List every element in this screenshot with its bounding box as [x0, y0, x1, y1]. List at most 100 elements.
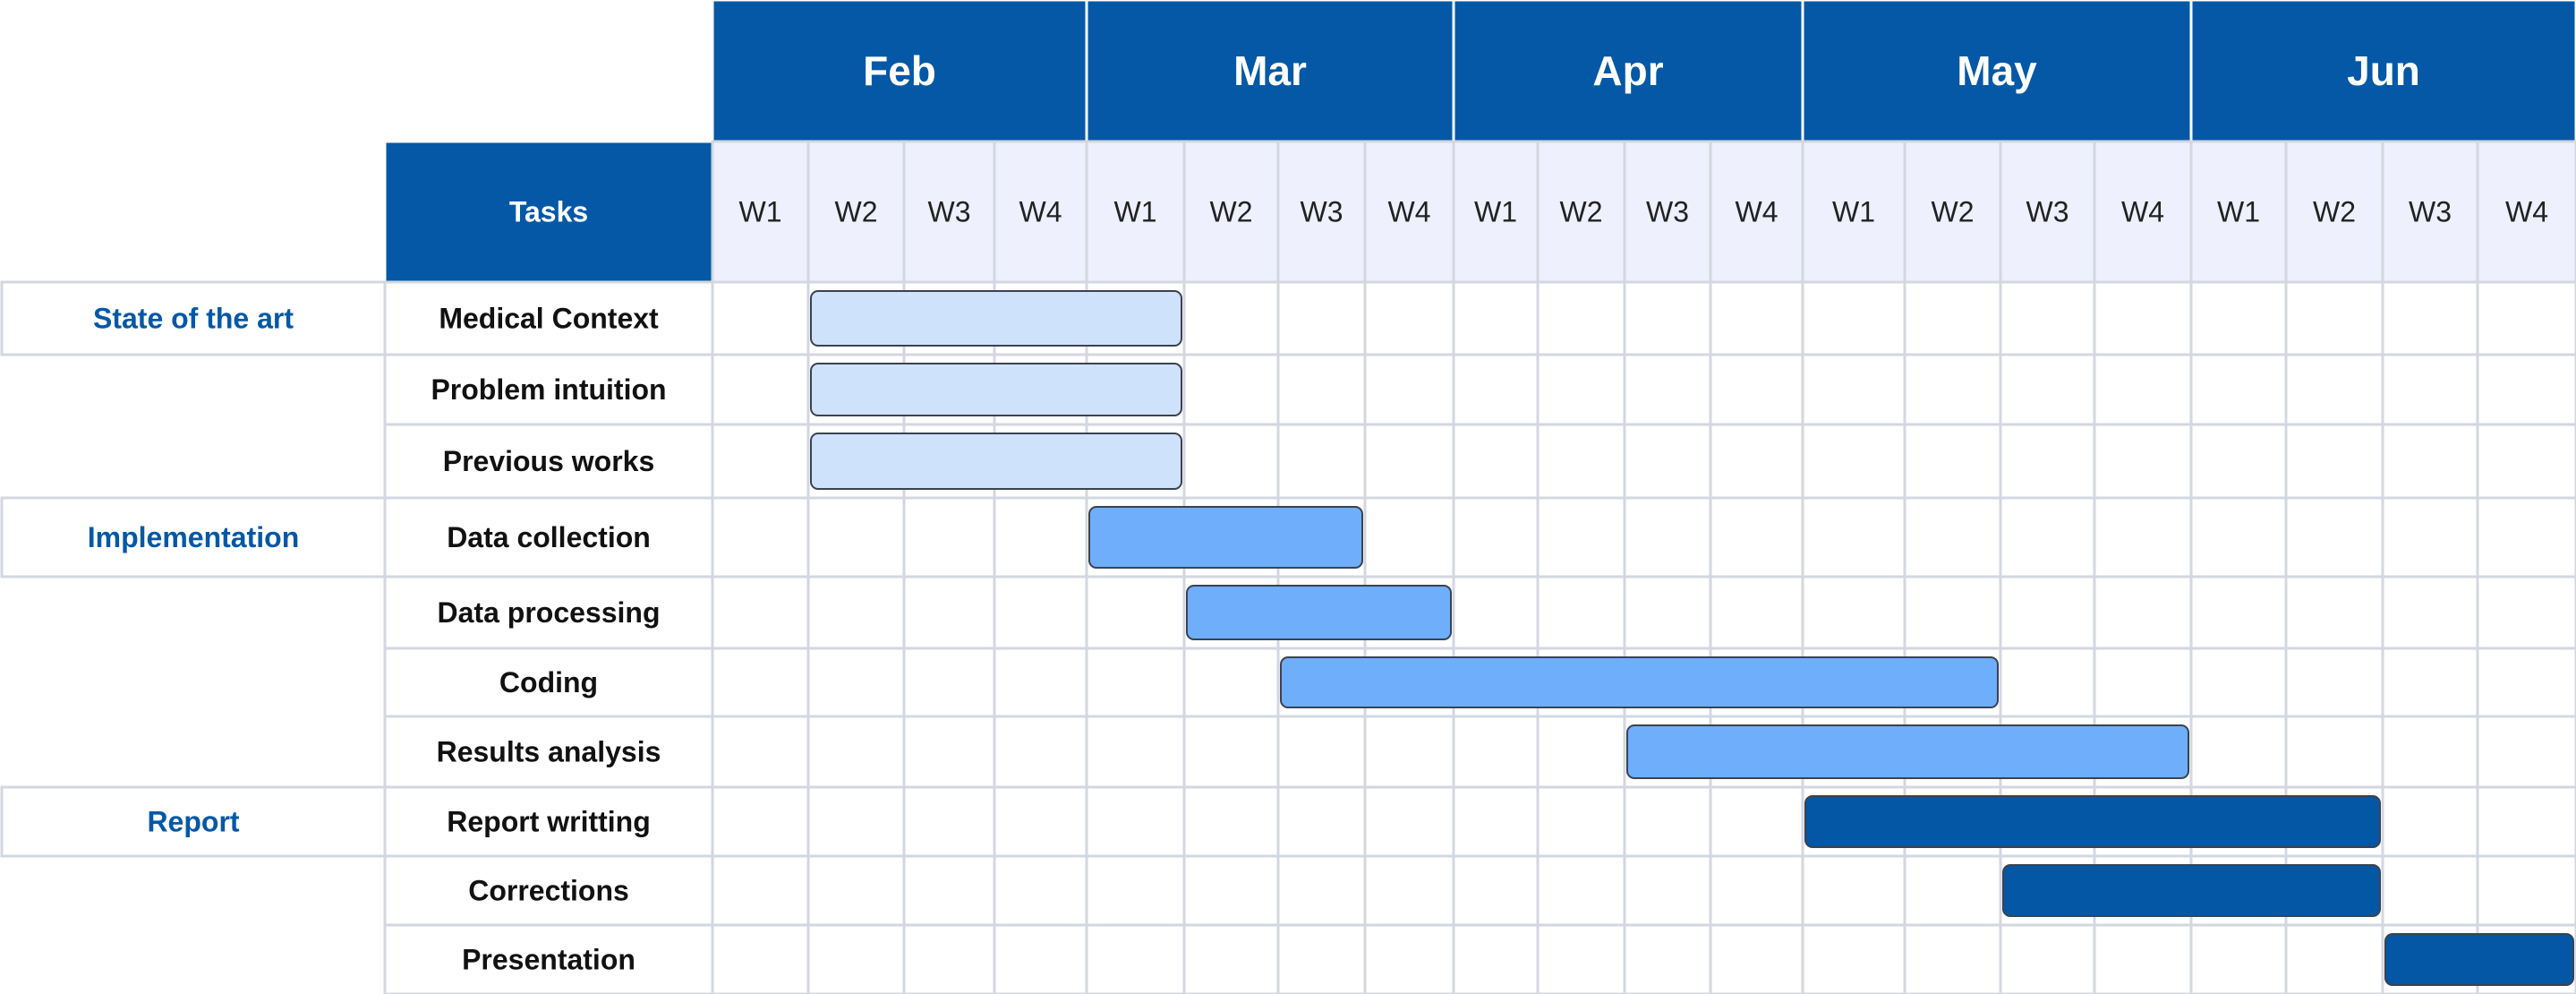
task-bar	[1804, 795, 2381, 848]
week-label: W2	[835, 196, 878, 228]
grid-cell	[2381, 423, 2479, 500]
grid-cell	[1363, 280, 1455, 356]
month-label: Jun	[2347, 47, 2420, 94]
week-label: W2	[1560, 196, 1603, 228]
week-label: W4	[1736, 196, 1778, 228]
grid-cell	[1363, 715, 1455, 789]
grid-cell	[1709, 496, 1804, 578]
task-label: Medical Context	[439, 303, 659, 335]
week-header-row: Tasks W1 W2 W3 W4 W1 W2 W3 W4 W1 W2 W3 W4 W1 W2 W3 W4 W1 W…	[383, 140, 2576, 284]
task-bar	[2002, 864, 2381, 917]
grid-cell	[1999, 575, 2096, 650]
grid-cell	[2093, 923, 2193, 994]
month-label: Apr	[1592, 47, 1663, 94]
grid-cell	[1536, 923, 1626, 994]
task-label: Report writting	[447, 806, 651, 838]
grid-cell	[1709, 923, 1804, 994]
group-label: Implementation	[88, 521, 299, 553]
grid-cell	[993, 785, 1088, 858]
group-labels: State of the art Implementation Report	[0, 280, 387, 858]
grid-cell	[1709, 854, 1804, 927]
grid-cell	[1276, 785, 1367, 858]
grid-cell	[1452, 785, 1540, 858]
task-label-cell	[383, 854, 714, 927]
grid-cell	[902, 496, 996, 578]
grid-cell	[2476, 353, 2576, 426]
grid-cell	[711, 923, 810, 994]
week-label: W4	[2121, 196, 2164, 228]
grid-cell	[2381, 715, 2479, 789]
grid-cell	[2381, 280, 2479, 356]
grid-cell	[1999, 423, 2096, 500]
grid-cell	[806, 715, 906, 789]
grid-cell	[806, 785, 906, 858]
grid-cell	[1709, 280, 1804, 356]
task-label: Coding	[499, 666, 598, 698]
task-label-cell	[383, 575, 714, 650]
week-header-cell	[1536, 140, 1626, 284]
grid-cell	[2284, 496, 2384, 578]
grid-cell	[1182, 923, 1280, 994]
grid-cell	[902, 785, 996, 858]
grid-cell	[1363, 496, 1455, 578]
task-label: Presentation	[462, 944, 635, 976]
grid-cell	[1452, 923, 1540, 994]
grid-cell	[1085, 923, 1186, 994]
week-label: W3	[1646, 196, 1689, 228]
grid-cell	[711, 496, 810, 578]
week-label: W2	[2313, 196, 2356, 228]
task-label-cell	[383, 496, 714, 578]
grid-cell	[2093, 280, 2193, 356]
grid-cell	[2476, 854, 2576, 927]
week-label: W3	[2026, 196, 2069, 228]
grid-cell	[1623, 854, 1712, 927]
grid-cell	[1452, 496, 1540, 578]
grid-cell	[1363, 785, 1455, 858]
grid-cell	[2476, 575, 2576, 650]
month-header-row: Feb Mar Apr May Jun	[711, 0, 2576, 143]
grid-cell	[1623, 496, 1712, 578]
week-label: W3	[928, 196, 971, 228]
grid-cell	[1999, 647, 2096, 718]
grid-cell	[1536, 353, 1626, 426]
grid-cell	[2189, 423, 2288, 500]
grid-cell	[1903, 575, 2002, 650]
grid-cell	[2381, 496, 2479, 578]
grid-cell	[711, 280, 810, 356]
grid-cell	[2189, 353, 2288, 426]
grid-cell	[1903, 280, 2002, 356]
task-label: Data collection	[447, 521, 651, 553]
grid-cell	[993, 647, 1088, 718]
week-label: W2	[1210, 196, 1253, 228]
grid-cell	[1709, 353, 1804, 426]
grid-cell	[2476, 496, 2576, 578]
week-header-cell	[2381, 140, 2479, 284]
grid-cell	[2381, 785, 2479, 858]
task-bar	[810, 363, 1182, 416]
grid-cell	[2189, 575, 2288, 650]
grid-cell	[2381, 647, 2479, 718]
grid-cell	[1623, 423, 1712, 500]
grid-cell	[1363, 854, 1455, 927]
grid-cell	[1999, 923, 2096, 994]
grid-cell	[1903, 923, 2002, 994]
task-label: Data processing	[438, 596, 661, 629]
grid-cell	[1452, 715, 1540, 789]
task-label: Results analysis	[437, 736, 661, 768]
week-header-cell	[1452, 140, 1540, 284]
tasks-header-cell	[383, 140, 714, 284]
grid-cell	[1999, 353, 2096, 426]
week-header-cell	[1709, 140, 1804, 284]
week-label: W2	[1932, 196, 1975, 228]
grid-cell	[1801, 496, 1906, 578]
week-label: W4	[1019, 196, 1062, 228]
grid-cell	[1709, 423, 1804, 500]
grid-cell	[1623, 575, 1712, 650]
grid-cell	[1085, 854, 1186, 927]
grid-cell	[2189, 923, 2288, 994]
month-label: May	[1957, 47, 2037, 94]
grid-cell	[1452, 423, 1540, 500]
week-label: W3	[2409, 196, 2452, 228]
grid-cell	[806, 496, 906, 578]
week-header-cell	[902, 140, 996, 284]
